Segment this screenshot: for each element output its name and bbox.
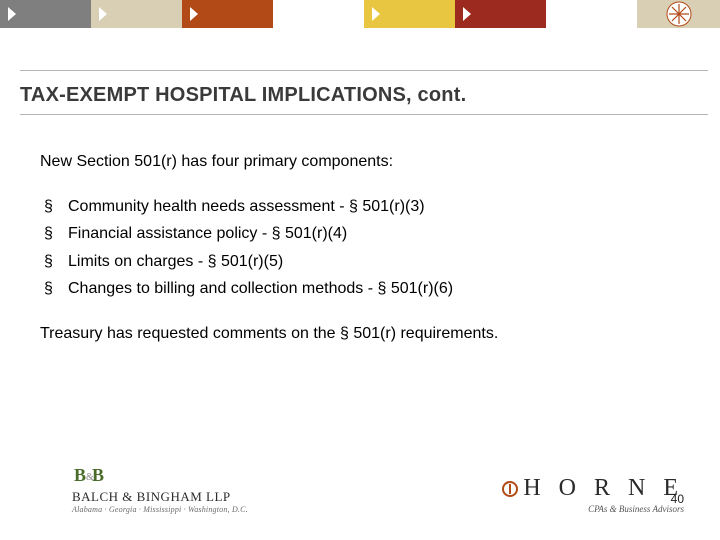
topbar-seg-3 <box>273 0 364 28</box>
horne-mark: H O R N E <box>501 475 684 502</box>
topbar-seg-7 <box>637 0 720 28</box>
list-item: Changes to billing and collection method… <box>68 277 680 300</box>
svg-text:&: & <box>86 472 94 483</box>
slide: TAX-EXEMPT HOSPITAL IMPLICATIONS, cont. … <box>0 0 720 540</box>
topbar-seg-5 <box>455 0 546 28</box>
svg-text:B: B <box>74 465 86 485</box>
title-rule-bottom <box>20 114 708 115</box>
slide-title: TAX-EXEMPT HOSPITAL IMPLICATIONS, cont. <box>20 84 466 107</box>
footer-left-logo: B B & BALCH & BINGHAM LLP Alabama · Geor… <box>72 463 252 514</box>
closing-text: Treasury has requested comments on the §… <box>40 322 680 345</box>
topbar-seg-4 <box>364 0 455 28</box>
bullet-list: Community health needs assessment - § 50… <box>40 195 680 300</box>
slide-body: New Section 501(r) has four primary comp… <box>40 150 680 345</box>
balch-bingham-mark: B B & <box>72 463 252 485</box>
list-item: Financial assistance policy - § 501(r)(4… <box>68 222 680 245</box>
list-item: Community health needs assessment - § 50… <box>68 195 680 218</box>
horne-sub: CPAs & Business Advisors <box>501 504 684 514</box>
svg-text:B: B <box>92 465 104 485</box>
topbar-seg-6 <box>546 0 637 28</box>
intro-text: New Section 501(r) has four primary comp… <box>40 150 680 173</box>
horne-circle-icon <box>501 480 519 498</box>
title-rule-top <box>20 70 708 71</box>
balch-bingham-name: BALCH & BINGHAM LLP <box>72 489 252 505</box>
list-item: Limits on charges - § 501(r)(5) <box>68 250 680 273</box>
topbar-seg-0 <box>0 0 91 28</box>
balch-bingham-sub: Alabama · Georgia · Mississippi · Washin… <box>72 505 252 514</box>
horne-name: H O R N E <box>523 475 684 502</box>
footer-right-logo: H O R N E CPAs & Business Advisors <box>501 475 684 514</box>
bb-logo-icon: B B & <box>72 463 112 485</box>
topbar-seg-1 <box>91 0 182 28</box>
topbar-seg-2 <box>182 0 273 28</box>
top-color-bar <box>0 0 720 28</box>
page-number: 40 <box>671 492 684 506</box>
